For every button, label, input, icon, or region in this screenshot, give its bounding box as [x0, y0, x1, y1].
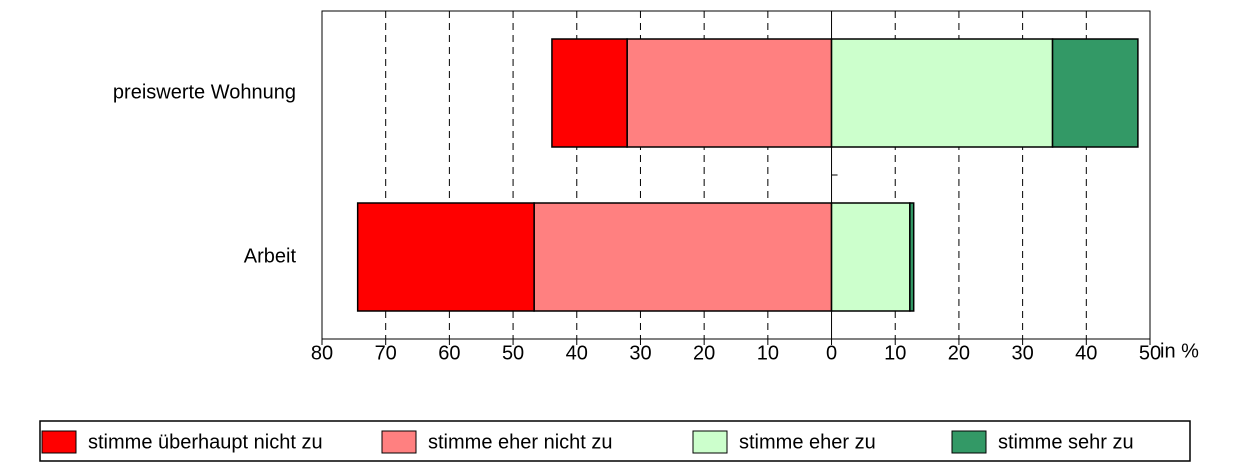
bar-segment	[830, 38, 1054, 148]
legend-swatch	[381, 430, 417, 454]
legend-label: stimme eher zu	[739, 431, 876, 453]
x-tick-label: 70	[375, 342, 397, 364]
x-tick-label: 40	[566, 342, 588, 364]
legend-box	[39, 420, 1191, 462]
legend-label: stimme eher nicht zu	[428, 431, 613, 453]
bar-segment	[830, 202, 911, 312]
x-tick-label: 40	[1075, 342, 1097, 364]
plot-frame	[321, 10, 1151, 340]
x-tick-label: 60	[438, 342, 460, 364]
legend-label: stimme sehr zu	[998, 431, 1134, 453]
bar-segment	[1051, 38, 1139, 148]
x-tick-label: 20	[693, 342, 715, 364]
x-tick-label: 10	[884, 342, 906, 364]
bar-segment	[533, 202, 833, 312]
bar-segment	[356, 202, 535, 312]
x-tick-label: 30	[629, 342, 651, 364]
legend-label: stimme überhaupt nicht zu	[88, 431, 323, 453]
legend-swatch	[692, 430, 728, 454]
legend-swatch	[41, 430, 77, 454]
bar-segment	[551, 38, 628, 148]
bar-segment	[626, 38, 833, 148]
category-label: Arbeit	[244, 245, 297, 267]
x-tick-label: 30	[1011, 342, 1033, 364]
bar-segment	[909, 202, 915, 312]
x-tick-label: 50	[502, 342, 524, 364]
legend-swatch	[951, 430, 987, 454]
x-tick-label: 20	[948, 342, 970, 364]
category-label: preiswerte Wohnung	[113, 81, 296, 103]
x-axis-label: in %	[1160, 340, 1199, 362]
x-tick-label: 10	[757, 342, 779, 364]
x-tick-label: 80	[311, 342, 333, 364]
x-tick-label: 0	[826, 342, 837, 364]
x-tick-label: 50	[1139, 342, 1161, 364]
